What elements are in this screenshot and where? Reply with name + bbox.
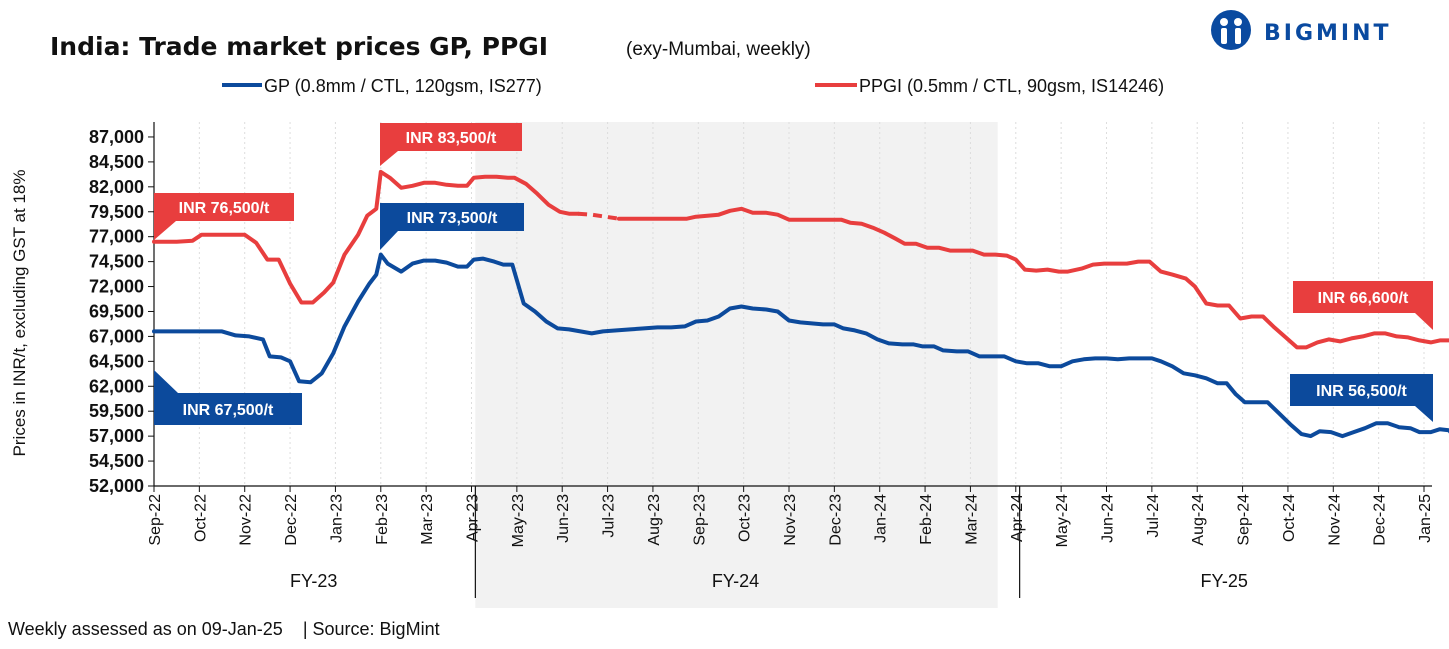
y-tick-label: 52,000 [89, 476, 144, 496]
x-tick-label: May-23 [510, 494, 527, 547]
x-tick-label: Sep-22 [147, 494, 164, 546]
x-tick-label: Mar-24 [963, 494, 980, 545]
y-tick-label: 59,500 [89, 401, 144, 421]
plot-area: 52,000 54,500 57,000 59,500 62,000 64,500 67,0… [89, 122, 1449, 608]
x-tick-label: Oct-23 [737, 494, 754, 542]
x-tick-label: Sep-24 [1236, 494, 1253, 546]
x-tick-label: Jun-23 [555, 494, 572, 543]
callout-gp: INR 67,500/t [154, 370, 302, 425]
x-tick-label: Apr-23 [465, 494, 482, 542]
callout-label: INR 66,600/t [1318, 290, 1409, 307]
x-tick-label: Jan-25 [1417, 494, 1434, 543]
callout-label: INR 76,500/t [179, 200, 270, 217]
bigmint-logo: BIGMINT [1211, 10, 1392, 50]
fy-label-fy-25: FY-25 [1201, 571, 1248, 591]
y-tick-label: 77,000 [89, 227, 144, 247]
callout-box [380, 203, 524, 231]
x-tick-label: Mar-23 [419, 494, 436, 545]
y-tick-label: 67,000 [89, 326, 144, 346]
callout-box [154, 193, 294, 221]
y-axis-label: Prices in INR/t, excluding GST at 18% [10, 170, 29, 457]
x-tick-label: Jan-24 [873, 494, 890, 543]
legend-label-gp: GP (0.8mm / CTL, 120gsm, IS277) [264, 76, 542, 96]
callout-tail [380, 231, 398, 250]
x-tick-label: Oct-22 [192, 494, 209, 542]
fy-label-fy-23: FY-23 [290, 571, 337, 591]
y-tick-label: 82,000 [89, 177, 144, 197]
y-tick-label: 62,000 [89, 376, 144, 396]
x-tick-label: May-24 [1054, 494, 1071, 547]
x-tick-label: Dec-22 [283, 494, 300, 546]
callout-box [1293, 281, 1433, 313]
y-tick-label: 57,000 [89, 426, 144, 446]
callout-tail [154, 221, 176, 240]
x-tick-label: Nov-24 [1326, 494, 1343, 546]
callout-tail [1415, 406, 1433, 422]
y-tick-label: 64,500 [89, 351, 144, 371]
fy-label-fy-24: FY-24 [712, 571, 759, 591]
footer-source: | Source: BigMint [302, 619, 440, 639]
x-tick-label: Feb-24 [918, 494, 935, 545]
x-tick-label: Jun-24 [1100, 494, 1117, 543]
x-tick-label: Nov-23 [782, 494, 799, 546]
x-tick-label: Aug-24 [1190, 494, 1207, 546]
callout-tail [380, 151, 398, 166]
footer: Weekly assessed as on 09-Jan-25 | Source… [8, 619, 440, 640]
series-line-gp [152, 252, 1449, 439]
callout-ppgi: INR 76,500/t [154, 193, 294, 240]
x-tick-label: Nov-22 [238, 494, 255, 546]
x-tick-label: Dec-23 [827, 494, 844, 546]
callout-box [380, 123, 522, 151]
series-line-ppgi-gap [577, 211, 620, 221]
x-tick-label: Jul-23 [601, 494, 618, 538]
callout-gp: INR 73,500/t [380, 203, 524, 250]
y-tick-label: 72,000 [89, 277, 144, 297]
brand-name: BIGMINT [1264, 21, 1392, 46]
x-tick-label: Jan-23 [328, 494, 345, 543]
legend-label-ppgi: PPGI (0.5mm / CTL, 90gsm, IS14246) [859, 76, 1164, 96]
y-tick-label: 69,500 [89, 301, 144, 321]
footer-assessed: Weekly assessed as on 09-Jan-25 [8, 619, 283, 639]
x-tick-label: Sep-23 [691, 494, 708, 546]
x-tick-label: Apr-24 [1009, 494, 1026, 542]
series-line-ppgi-cont [616, 206, 1449, 350]
y-tick-label: 84,500 [89, 152, 144, 172]
x-tick-label: Jul-24 [1145, 494, 1162, 538]
series-line-ppgi [152, 169, 581, 305]
callout-gp: INR 56,500/t [1290, 374, 1433, 422]
x-tick-label: Aug-23 [646, 494, 663, 546]
callout-tail [1415, 313, 1433, 330]
callout-label: INR 83,500/t [406, 130, 497, 147]
legend: GP (0.8mm / CTL, 120gsm, IS277) PPGI (0.… [222, 76, 1164, 96]
brand-icon [1211, 10, 1251, 50]
callout-box [1290, 374, 1433, 406]
chart-title: India: Trade market prices GP, PPGI [50, 32, 548, 61]
callout-ppgi: INR 83,500/t [380, 123, 522, 166]
callout-ppgi: INR 66,600/t [1293, 281, 1433, 330]
x-tick-label: Feb-23 [374, 494, 391, 545]
x-tick-label: Dec-24 [1372, 494, 1389, 546]
x-tick-label: Oct-24 [1281, 494, 1298, 542]
chart-subtitle: (exy-Mumbai, weekly) [626, 39, 811, 60]
y-tick-label: 74,500 [89, 252, 144, 272]
callout-label: INR 73,500/t [407, 210, 498, 227]
y-tick-label: 54,500 [89, 451, 144, 471]
callout-label: INR 67,500/t [183, 402, 274, 419]
y-tick-label: 79,500 [89, 202, 144, 222]
callout-label: INR 56,500/t [1316, 383, 1407, 400]
callout-tail [154, 370, 178, 393]
callout-box [154, 393, 302, 425]
y-tick-label: 87,000 [89, 127, 144, 147]
